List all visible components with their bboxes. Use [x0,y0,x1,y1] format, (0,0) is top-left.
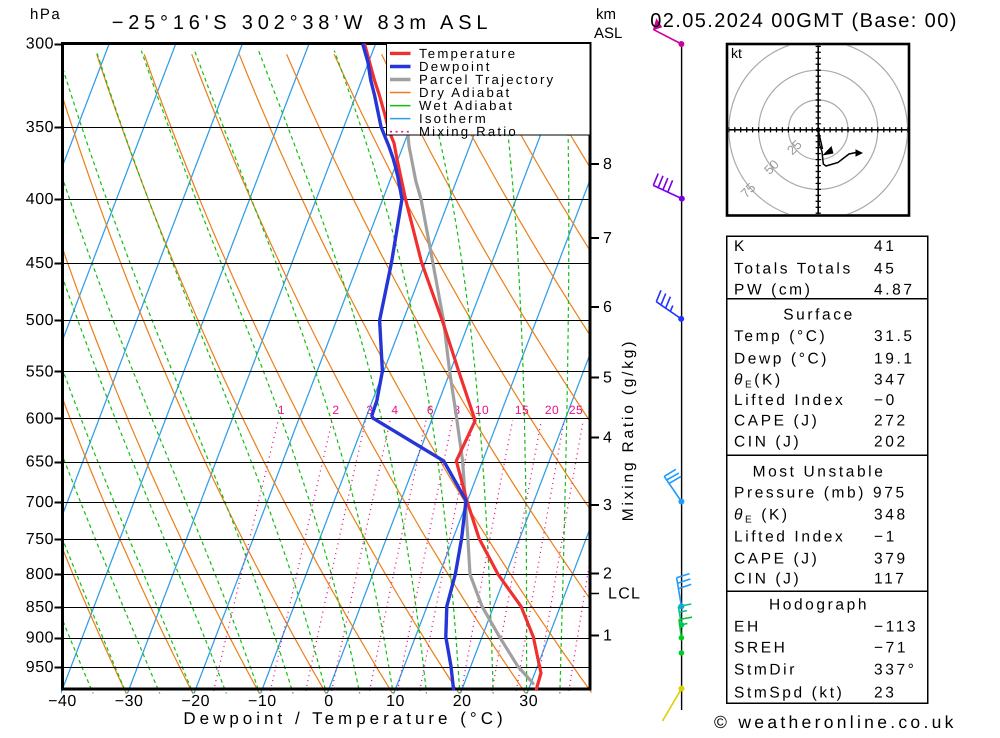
svg-text:1: 1 [603,628,612,645]
svg-text:Mixing Ratio: Mixing Ratio [419,124,518,139]
svg-text:Temperature: Temperature [419,46,517,61]
svg-text:3: 3 [603,497,612,514]
svg-text:23: 23 [874,685,896,702]
svg-text:450: 450 [26,255,54,272]
svg-text:650: 650 [26,454,54,471]
svg-text:StmSpd (kt): StmSpd (kt) [734,685,844,702]
svg-text:379: 379 [874,551,908,568]
svg-text:950: 950 [26,659,54,676]
svg-text:4.87: 4.87 [874,281,915,298]
svg-text:CIN (J): CIN (J) [734,571,801,588]
svg-text:Isotherm: Isotherm [419,111,488,126]
svg-text:2: 2 [603,566,612,583]
svg-text:Surface: Surface [783,307,855,324]
svg-text:PW (cm): PW (cm) [734,281,812,298]
svg-text:800: 800 [26,566,54,583]
svg-text:900: 900 [26,630,54,647]
svg-text:337°: 337° [874,662,916,679]
svg-text:700: 700 [26,494,54,511]
svg-text:30: 30 [519,693,538,710]
svg-text:8: 8 [603,156,612,173]
svg-text:550: 550 [26,363,54,380]
svg-text:Totals Totals: Totals Totals [734,261,853,278]
svg-text:850: 850 [26,599,54,616]
svg-text:km: km [596,6,616,23]
svg-text:Lifted Index: Lifted Index [734,529,845,546]
svg-text:750: 750 [26,531,54,548]
svg-text:Lifted Index: Lifted Index [734,392,845,409]
svg-text:20: 20 [453,693,472,710]
svg-text:300: 300 [26,36,54,53]
svg-text:Parcel Trajectory: Parcel Trajectory [419,72,555,87]
svg-text:500: 500 [26,312,54,329]
svg-text:6: 6 [603,299,612,316]
svg-text:θE (K): θE (K) [734,507,790,526]
svg-text:31.5: 31.5 [874,328,915,345]
svg-text:10: 10 [475,403,489,417]
svg-text:202: 202 [874,433,908,450]
svg-text:−71: −71 [874,640,908,657]
svg-text:−25°16'S 302°38’W 83m ASL: −25°16'S 302°38’W 83m ASL [112,12,493,34]
svg-text:−1: −1 [874,529,897,546]
svg-text:Wet Adiabat: Wet Adiabat [419,98,514,113]
svg-text:1: 1 [278,403,285,417]
svg-text:350: 350 [26,119,54,136]
svg-text:10: 10 [386,693,405,710]
svg-text:20: 20 [545,403,559,417]
svg-text:25: 25 [569,403,583,417]
svg-text:4: 4 [603,430,612,447]
svg-text:θE(K): θE(K) [734,371,783,390]
svg-text:Temp (°C): Temp (°C) [734,328,827,345]
svg-text:CAPE (J): CAPE (J) [734,551,819,568]
svg-text:kt: kt [731,45,742,61]
svg-text:975: 975 [873,485,907,502]
svg-text:ASL: ASL [594,25,622,42]
svg-text:CAPE (J): CAPE (J) [734,413,819,430]
svg-text:−0: −0 [874,392,897,409]
svg-text:4: 4 [391,403,398,417]
svg-text:Dewpoint / Temperature (°C): Dewpoint / Temperature (°C) [183,709,506,728]
svg-text:−30: −30 [115,693,144,710]
svg-text:Pressure (mb): Pressure (mb) [734,485,866,502]
svg-text:6: 6 [427,403,434,417]
svg-text:hPa: hPa [30,6,61,23]
svg-text:−40: −40 [48,693,77,710]
svg-text:−113: −113 [874,619,918,636]
svg-text:348: 348 [874,507,908,524]
svg-text:StmDir: StmDir [734,662,797,679]
svg-text:EH: EH [734,619,761,636]
svg-text:0: 0 [324,693,333,710]
svg-text:SREH: SREH [734,640,787,657]
svg-text:600: 600 [26,410,54,427]
svg-text:2: 2 [332,403,339,417]
svg-text:Dry Adiabat: Dry Adiabat [419,85,511,100]
svg-text:−20: −20 [181,693,210,710]
svg-text:19.1: 19.1 [874,351,915,368]
svg-text:45: 45 [874,261,896,278]
svg-text:CIN (J): CIN (J) [734,433,801,450]
svg-text:Most Unstable: Most Unstable [753,464,886,481]
svg-text:© weatheronline.co.uk: © weatheronline.co.uk [714,712,957,732]
svg-text:02.05.2024 00GMT (Base: 00): 02.05.2024 00GMT (Base: 00) [650,10,958,32]
svg-text:15: 15 [515,403,529,417]
svg-text:K: K [734,238,747,255]
svg-text:−10: −10 [248,693,277,710]
svg-text:400: 400 [26,191,54,208]
svg-text:5: 5 [603,370,612,387]
svg-text:3: 3 [366,403,373,417]
svg-text:117: 117 [874,571,907,588]
svg-text:Dewp (°C): Dewp (°C) [734,351,829,368]
svg-text:LCL: LCL [608,586,641,603]
svg-text:Dewpoint: Dewpoint [419,59,492,74]
svg-text:Mixing Ratio (g/kg): Mixing Ratio (g/kg) [620,339,637,521]
svg-text:41: 41 [874,238,896,255]
svg-text:7: 7 [603,230,612,247]
svg-text:272: 272 [874,413,908,430]
svg-text:347: 347 [874,371,908,388]
svg-text:Hodograph: Hodograph [769,597,869,614]
